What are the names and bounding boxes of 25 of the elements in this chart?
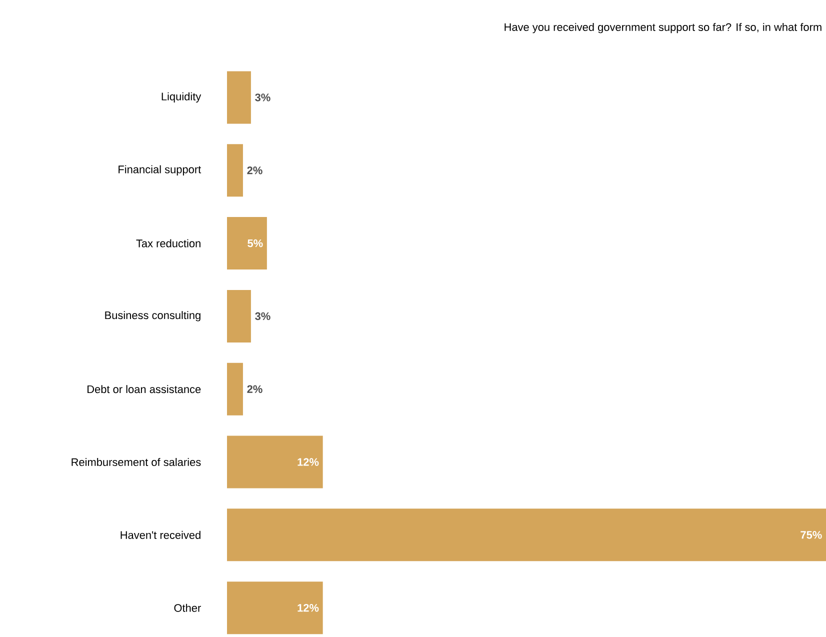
bar [227,290,251,342]
bar [227,508,826,562]
data-label: 3% [255,94,270,102]
data-label: 5% [248,239,263,248]
data-label: 12% [298,604,319,612]
data-label: 75% [800,531,822,539]
bar [227,217,267,270]
y-tick-label: Debt or loan assistance [88,385,201,394]
data-label: 3% [255,312,270,320]
y-tick-label: Tax reduction [136,239,200,248]
y-tick-label: Liquidity [162,92,202,103]
data-label: 2% [247,166,262,174]
chart-title: Have you received government support so far? If so, in what form [504,22,822,34]
data-label: 2% [247,385,262,393]
y-tick-label: Financial support [118,165,202,176]
bar [227,362,243,416]
y-tick-label: Business consulting [105,311,200,322]
y-tick-label: Haven't received [120,530,200,539]
bar [227,582,323,634]
data-label: 12% [298,458,319,466]
bar [227,71,251,124]
y-tick-label: Other [174,604,201,612]
bar [227,436,323,488]
bar [227,144,243,197]
y-tick-label: Reimbursement of salaries [72,458,201,466]
